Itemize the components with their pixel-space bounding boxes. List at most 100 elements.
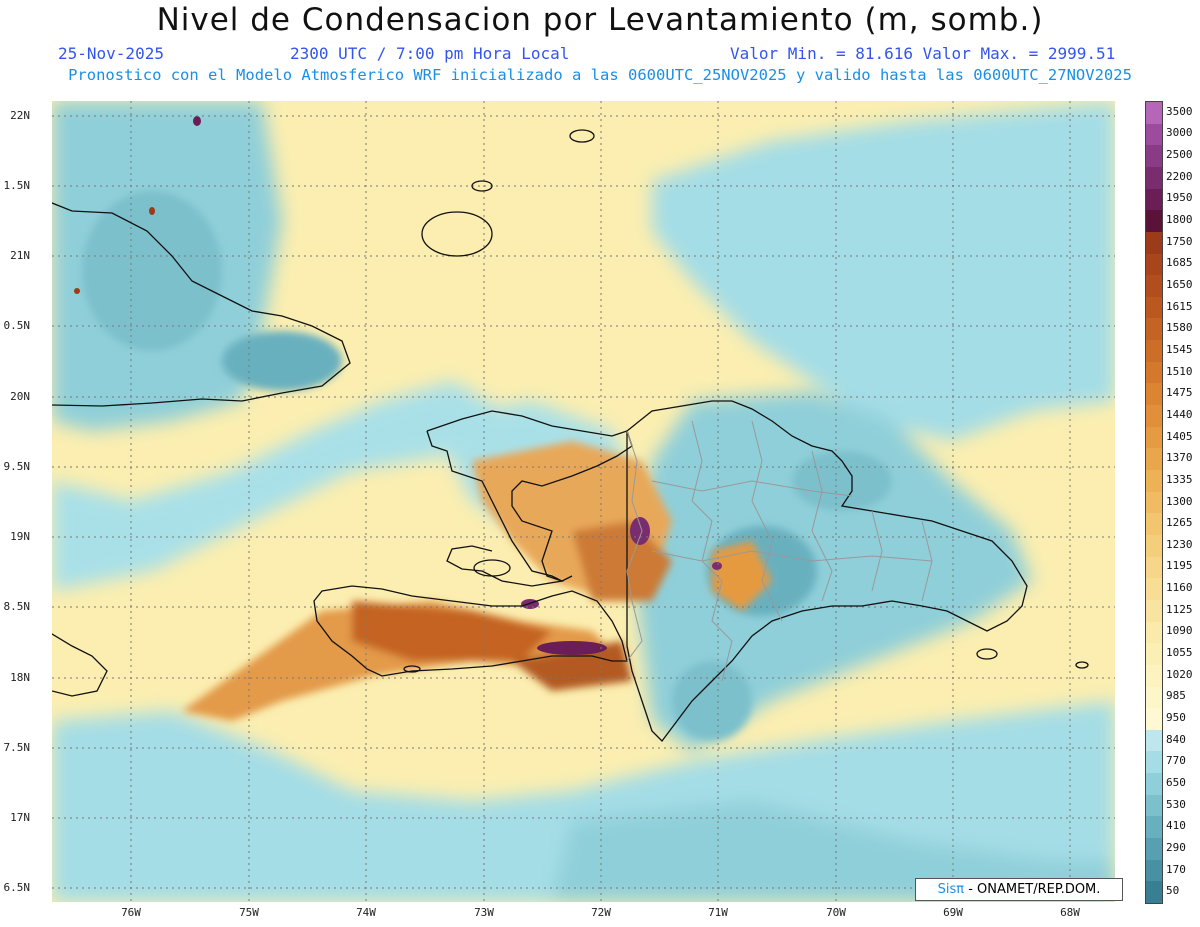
legend-label: 1800 bbox=[1166, 213, 1193, 227]
legend-label: 1545 bbox=[1166, 342, 1193, 356]
legend-swatch bbox=[1146, 166, 1162, 190]
legend-label: 1405 bbox=[1166, 429, 1193, 443]
cuba-coast bbox=[52, 202, 351, 407]
model-subtitle: Pronostico con el Modelo Atmosferico WRF… bbox=[68, 66, 1132, 84]
legend-label: 530 bbox=[1166, 797, 1186, 811]
legend-swatch bbox=[1146, 708, 1162, 731]
orange-field bbox=[182, 441, 772, 721]
legend-swatch bbox=[1146, 534, 1162, 558]
legend-swatch bbox=[1146, 210, 1162, 233]
legend-swatch bbox=[1146, 816, 1162, 839]
map-title: Nivel de Condensacion por Levantamiento … bbox=[156, 2, 1044, 38]
credit-box: Sisπ - ONAMET/REP.DOM. bbox=[915, 878, 1123, 901]
legend-label: 290 bbox=[1166, 840, 1186, 854]
legend-label: 1750 bbox=[1166, 234, 1193, 248]
legend-swatch bbox=[1146, 513, 1162, 536]
legend-swatch bbox=[1146, 426, 1162, 449]
legend-label: 1335 bbox=[1166, 472, 1193, 486]
lat-label: 21N bbox=[10, 249, 30, 262]
graticule bbox=[52, 101, 1115, 902]
province-borders bbox=[626, 420, 933, 682]
legend-label: 3500 bbox=[1166, 104, 1193, 118]
legend-swatch bbox=[1146, 448, 1162, 471]
legend-label: 1440 bbox=[1166, 407, 1193, 421]
legend-label: 950 bbox=[1166, 710, 1186, 724]
legend-swatch bbox=[1146, 123, 1162, 146]
credit-text: - ONAMET/REP.DOM. bbox=[964, 882, 1101, 897]
lat-label: 7.5N bbox=[3, 741, 31, 754]
legend-label: 1300 bbox=[1166, 494, 1193, 508]
legend-label: 50 bbox=[1166, 884, 1180, 898]
legend-swatch bbox=[1146, 340, 1162, 363]
coastlines bbox=[52, 129, 1089, 742]
legend-swatch bbox=[1146, 838, 1162, 861]
legend-label: 1370 bbox=[1166, 451, 1193, 465]
legend-label: 1160 bbox=[1166, 581, 1193, 595]
lat-label: 8.5N bbox=[3, 600, 31, 613]
lon-label: 70W bbox=[826, 906, 846, 919]
legend-swatch bbox=[1146, 296, 1162, 319]
legend-swatch bbox=[1146, 231, 1162, 255]
legend-swatch bbox=[1146, 751, 1162, 774]
legend-label: 770 bbox=[1166, 754, 1186, 768]
legend-swatch bbox=[1146, 773, 1162, 796]
haiti-north-coast bbox=[426, 410, 633, 582]
gonave-gulf bbox=[426, 430, 565, 587]
legend-swatch bbox=[1146, 188, 1162, 211]
lat-label: 17N bbox=[10, 811, 30, 824]
valid-date: 25-Nov-2025 bbox=[58, 44, 164, 63]
legend-swatch bbox=[1146, 405, 1162, 428]
min-max-values: Valor Min. = 81.616 Valor Max. = 2999.51 bbox=[730, 44, 1116, 63]
dr-coast bbox=[626, 400, 1028, 742]
lon-label: 71W bbox=[708, 906, 728, 919]
legend-swatch bbox=[1146, 275, 1162, 298]
legend-swatch bbox=[1146, 318, 1162, 341]
legend-label: 1950 bbox=[1166, 191, 1193, 205]
color-legend bbox=[1145, 101, 1163, 904]
legend-swatch bbox=[1146, 470, 1162, 493]
legend-swatch bbox=[1146, 578, 1162, 601]
lon-label: 72W bbox=[591, 906, 611, 919]
legend-swatch bbox=[1146, 881, 1162, 904]
legend-label: 1580 bbox=[1166, 321, 1193, 335]
legend-label: 1650 bbox=[1166, 278, 1193, 291]
lon-label: 74W bbox=[356, 906, 376, 919]
legend-label: 2500 bbox=[1166, 148, 1193, 162]
legend-swatch bbox=[1146, 102, 1162, 125]
legend-swatch bbox=[1146, 383, 1162, 406]
lat-label: 6.5N bbox=[3, 881, 31, 894]
legend-swatch bbox=[1146, 859, 1162, 882]
legend-swatch bbox=[1146, 491, 1162, 514]
valid-time: 2300 UTC / 7:00 pm Hora Local bbox=[290, 44, 570, 63]
legend-swatch bbox=[1146, 794, 1162, 817]
legend-swatch bbox=[1146, 729, 1162, 752]
lon-label: 68W bbox=[1060, 906, 1080, 919]
lon-label: 75W bbox=[239, 906, 259, 919]
legend-label: 1265 bbox=[1166, 516, 1193, 530]
legend-label: 1020 bbox=[1166, 667, 1193, 681]
lon-label: 73W bbox=[474, 906, 494, 919]
legend-label: 2200 bbox=[1166, 169, 1193, 183]
lat-label: 19N bbox=[10, 530, 30, 543]
legend-label: 840 bbox=[1166, 732, 1186, 746]
lat-label: 1.5N bbox=[3, 179, 31, 192]
legend-label: 1475 bbox=[1166, 386, 1193, 400]
legend-label: 1125 bbox=[1166, 602, 1193, 616]
legend-swatch bbox=[1146, 361, 1162, 384]
lon-label: 76W bbox=[121, 906, 141, 919]
lat-label: 20N bbox=[10, 390, 30, 403]
lat-label: 22N bbox=[10, 109, 30, 122]
legend-swatch bbox=[1146, 145, 1162, 168]
lat-label: 0.5N bbox=[3, 319, 31, 332]
legend-label: 1195 bbox=[1166, 559, 1193, 573]
legend-label: 1685 bbox=[1166, 256, 1193, 270]
lat-label: 9.5N bbox=[3, 460, 31, 473]
legend-label: 985 bbox=[1166, 689, 1186, 703]
sis-logo-text: Sisπ bbox=[937, 882, 965, 897]
legend-swatch bbox=[1146, 556, 1162, 579]
legend-label: 650 bbox=[1166, 775, 1186, 789]
legend-swatch bbox=[1146, 253, 1162, 276]
legend-label: 1055 bbox=[1166, 646, 1193, 660]
haiti-south-peninsula bbox=[313, 585, 628, 677]
legend-swatch bbox=[1146, 664, 1162, 687]
